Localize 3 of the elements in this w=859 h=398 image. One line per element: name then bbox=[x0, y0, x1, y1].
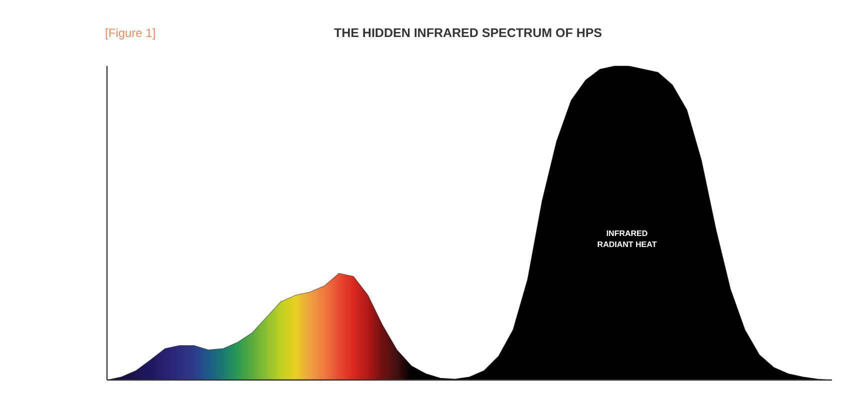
text: [Figure 1] bbox=[105, 26, 156, 40]
chart-title: THE HIDDEN INFRARED SPECTRUM OF HPS bbox=[334, 26, 602, 40]
annotation: INFRARED RADIANT HEAT bbox=[597, 229, 657, 249]
